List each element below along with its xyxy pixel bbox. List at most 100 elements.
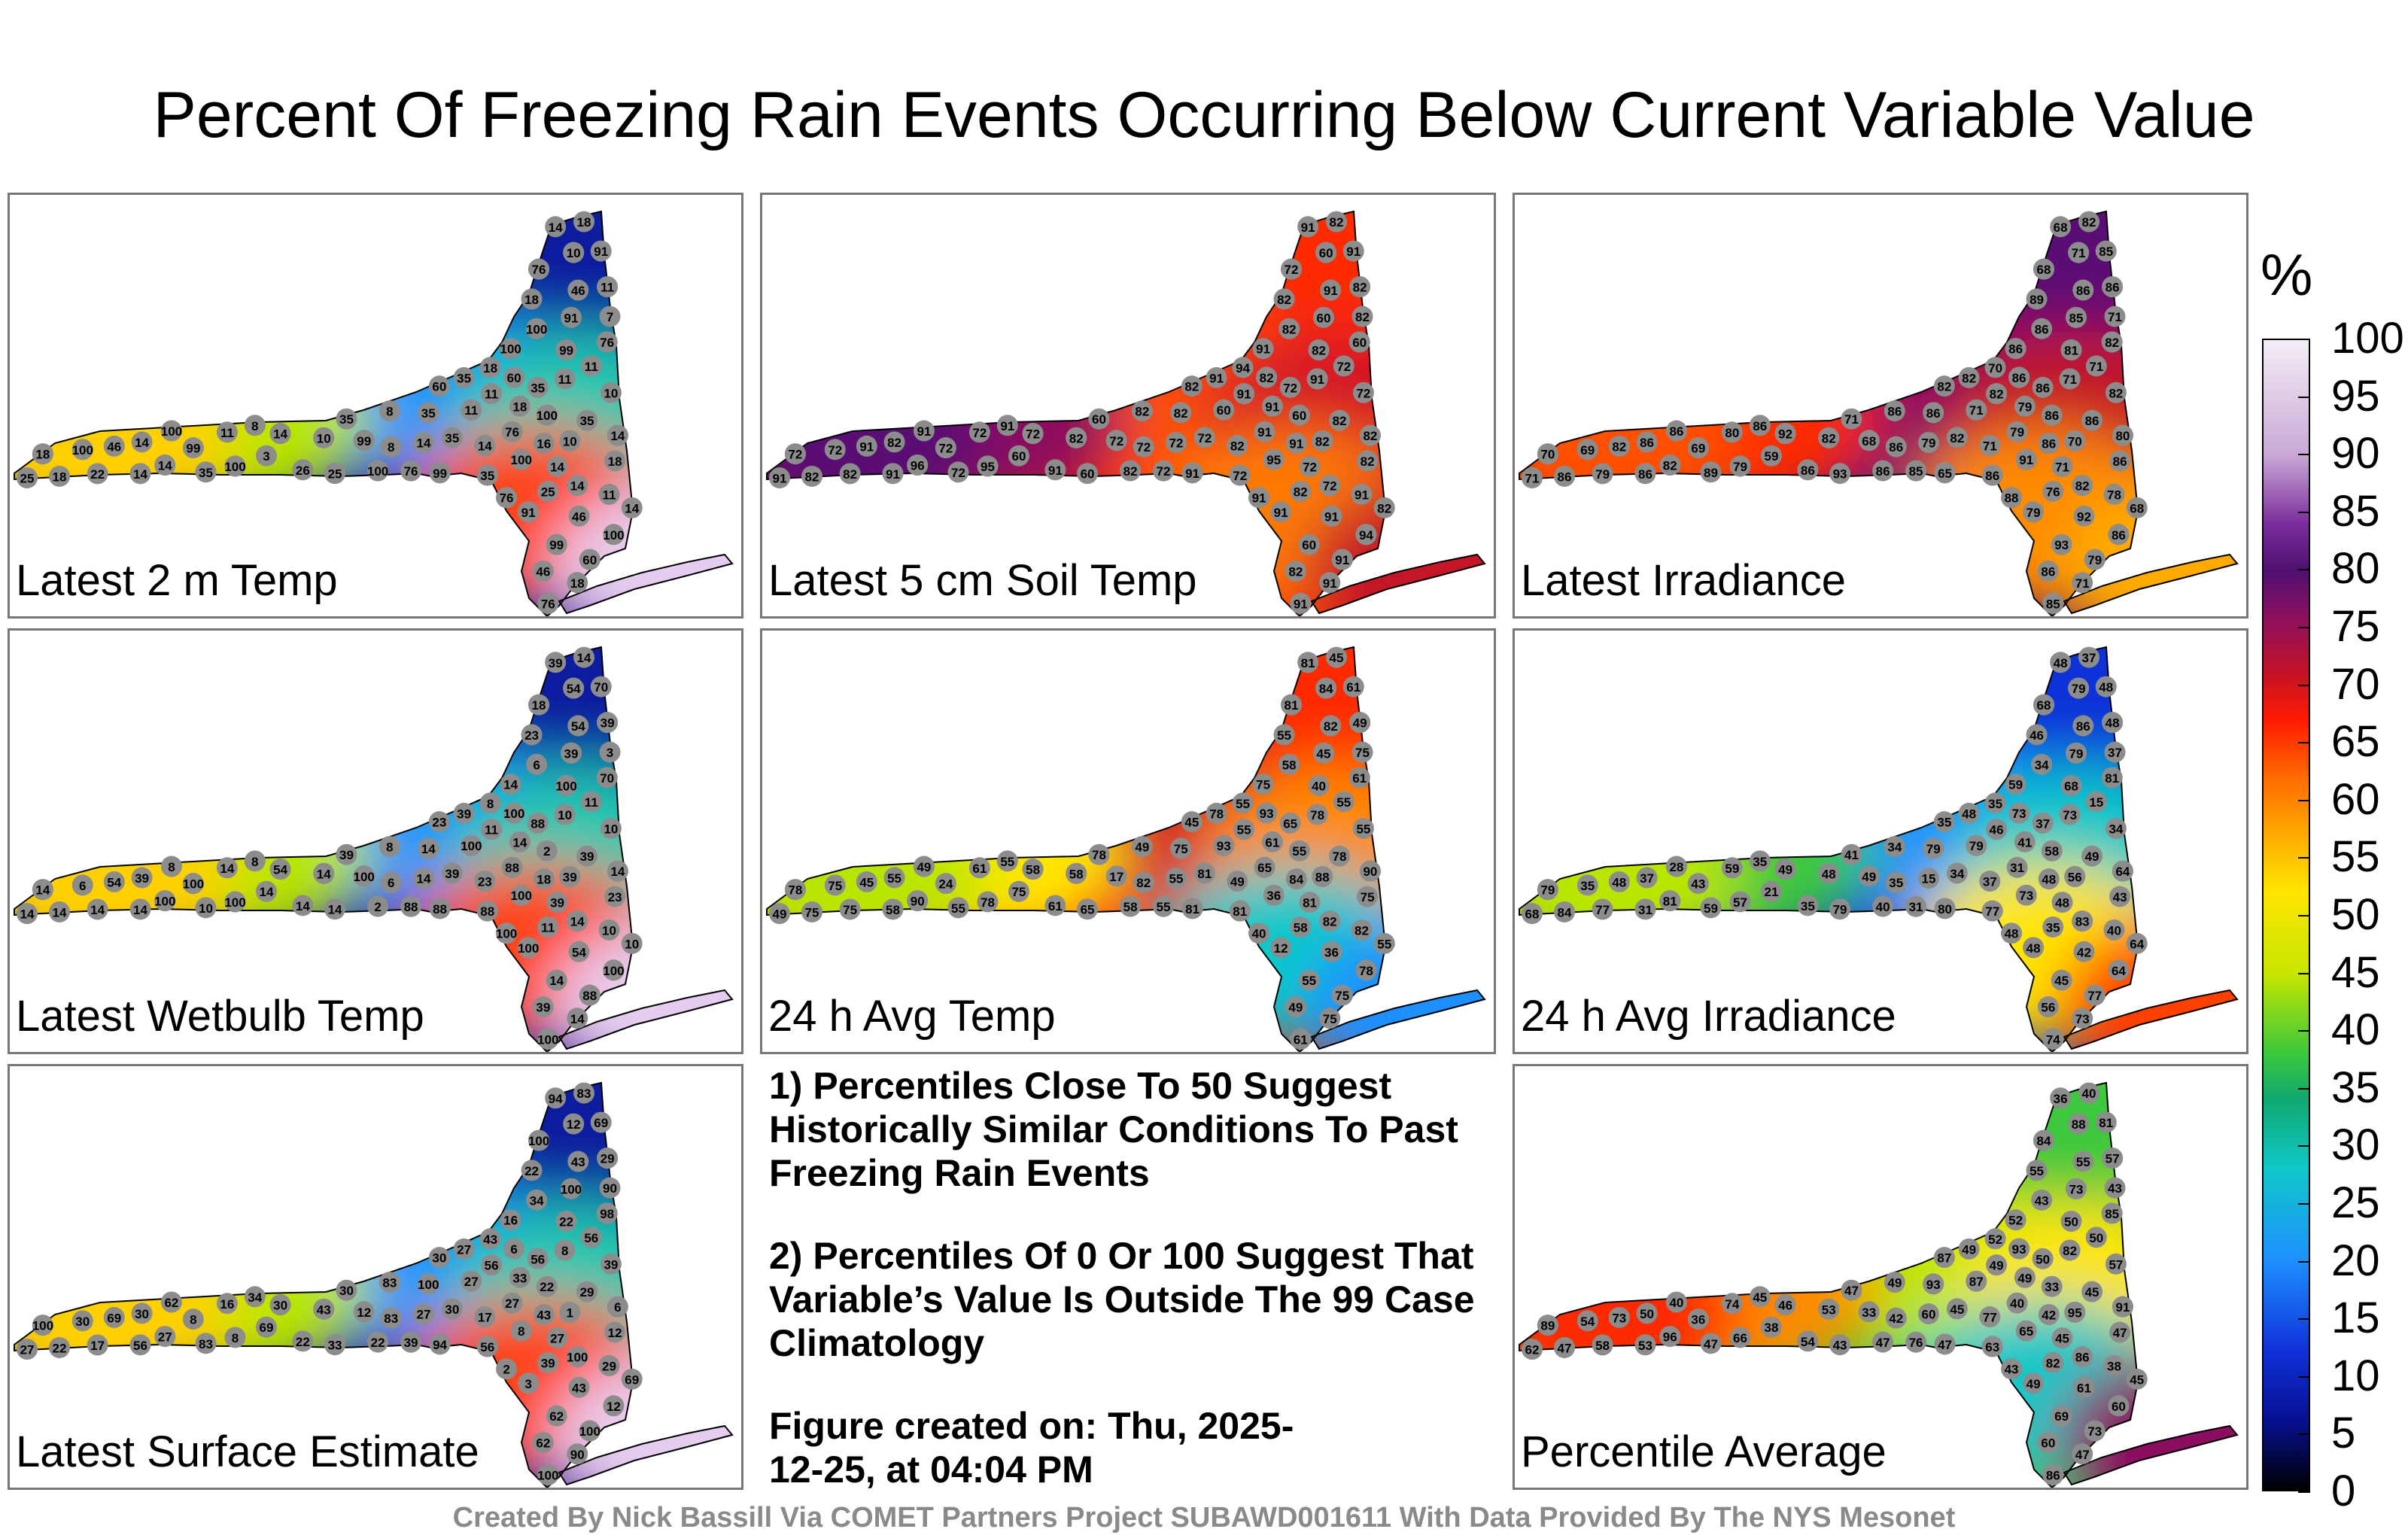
station-dot [476, 464, 498, 486]
station-marker: 35 [2042, 916, 2064, 938]
station-value: 43 [483, 1233, 497, 1247]
station-marker: 14 [49, 901, 71, 923]
map-canvas: 7949355934646825333511212641248173484349… [1519, 646, 2239, 1052]
station-marker: 85 [1905, 460, 1927, 482]
station-dot [560, 306, 582, 328]
station-value: 91 [1335, 553, 1349, 567]
station-markers: 3140294036171724124558453631917123136584… [769, 646, 1395, 1050]
station-marker: 99 [429, 462, 451, 484]
station-marker: 100 [537, 1464, 558, 1485]
station-dot [1829, 463, 1851, 485]
colorbar-tick-mark [2298, 1491, 2310, 1493]
station-dot [1986, 383, 2008, 405]
station-value: 64 [2130, 937, 2144, 951]
map-panel-latest-5cm-soil-temp: 7282919160728296917282827282729191948296… [760, 193, 1496, 619]
station-value: 55 [1000, 855, 1014, 869]
station-value: 78 [788, 883, 802, 898]
station-marker: 55 [1288, 840, 1310, 862]
station-dot [567, 910, 588, 932]
station-value: 78 [1359, 964, 1373, 978]
station-marker: 17 [87, 1334, 108, 1356]
station-value: 79 [2087, 553, 2102, 567]
station-dot [1979, 1306, 2001, 1328]
station-marker: 83 [380, 1307, 402, 1329]
station-value: 82 [1363, 429, 1377, 443]
station-value: 8 [388, 440, 394, 454]
station-dot [1299, 892, 1321, 913]
station-dot [2050, 1087, 2072, 1109]
station-marker: 72 [1352, 381, 1374, 403]
station-dot [1181, 811, 1202, 833]
station-marker: 22 [292, 1330, 314, 1352]
long-island-outline [558, 1424, 734, 1486]
station-dot [1315, 242, 1337, 263]
station-dot [2065, 742, 2087, 764]
station-dot [533, 1304, 555, 1326]
station-dot [1312, 865, 1333, 887]
station-value: 39 [445, 867, 459, 881]
station-marker: 93 [1213, 834, 1235, 856]
station-value: 35 [421, 406, 436, 421]
station-value: 24 [938, 877, 953, 892]
station-value: 10 [563, 434, 577, 448]
station-value: 59 [2008, 778, 2023, 792]
station-marker: 71 [2068, 242, 2090, 263]
station-marker: 35 [1797, 895, 1819, 916]
station-value: 82 [1612, 439, 1626, 454]
station-marker: 55 [1352, 817, 1374, 839]
station-dot [1270, 937, 1292, 959]
station-value: 91 [859, 439, 874, 454]
station-marker: 82 [2078, 211, 2100, 233]
station-dot [563, 1113, 585, 1135]
station-marker: 27 [546, 1327, 568, 1349]
station-value: 75 [1174, 842, 1188, 856]
station-value: 55 [1169, 872, 1183, 886]
station-marker: 12 [604, 1321, 626, 1343]
station-dot [1576, 1310, 1598, 1332]
station-value: 81 [1663, 895, 1677, 909]
station-dot [1044, 459, 1066, 481]
station-value: 91 [1310, 372, 1324, 387]
station-value: 86 [1889, 440, 1903, 454]
station-marker: 27 [17, 1339, 38, 1360]
station-marker: 71 [2072, 572, 2093, 594]
station-value: 14 [421, 842, 436, 856]
station-marker: 54 [1576, 1310, 1598, 1332]
station-dot [244, 850, 266, 872]
station-value: 43 [2035, 1193, 2049, 1208]
station-dot [313, 862, 335, 884]
station-marker: 18 [32, 443, 53, 465]
station-marker: 100 [154, 890, 175, 912]
colorbar-tick-mark [2298, 454, 2310, 456]
station-dot [2084, 1420, 2105, 1442]
station-marker: 39 [131, 867, 153, 889]
station-marker: 93 [1829, 463, 1851, 485]
station-value: 8 [518, 1324, 524, 1339]
colorbar-tick-label: 30 [2331, 1120, 2380, 1170]
station-marker: 72 [1319, 475, 1341, 497]
station-marker: 22 [521, 1160, 543, 1181]
station-value: 43 [1833, 1339, 1847, 1353]
station-marker: 82 [1351, 305, 1373, 327]
station-dot [71, 1310, 93, 1332]
station-dot [2078, 211, 2100, 233]
note-created-on: Figure created on: Thu, 2025-12-25, at 0… [769, 1405, 1294, 1491]
station-value: 16 [503, 1214, 518, 1228]
station-dot [428, 1247, 450, 1269]
station-value: 91 [1185, 467, 1199, 481]
station-marker: 10 [554, 804, 576, 825]
station-value: 78 [1310, 808, 1324, 822]
station-marker: 77 [1979, 1306, 2001, 1328]
station-dot [2105, 817, 2127, 839]
station-dot [2102, 1147, 2124, 1169]
station-dot [1885, 1307, 1907, 1329]
station-marker: 77 [1981, 900, 2003, 922]
station-value: 8 [168, 860, 175, 874]
station-marker: 93 [1256, 802, 1278, 824]
station-dot [907, 890, 929, 912]
station-dot [17, 1339, 38, 1360]
station-value: 55 [1237, 823, 1251, 837]
station-dot [528, 1129, 550, 1151]
station-value: 94 [433, 1338, 447, 1352]
station-value: 79 [2072, 682, 2086, 696]
